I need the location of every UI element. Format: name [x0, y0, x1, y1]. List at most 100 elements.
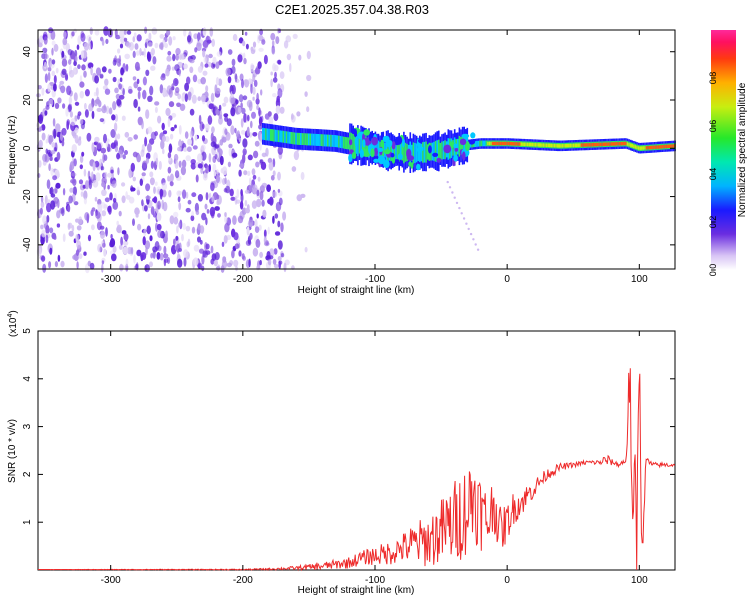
- spectrogram-noise-speck: [44, 51, 48, 61]
- spectrogram-noise-speck: [102, 242, 106, 248]
- spectrogram-noise-speck: [242, 40, 246, 47]
- spectrogram-ridge-peak: [660, 145, 662, 149]
- spectrogram-noise-speck: [247, 170, 251, 176]
- spectrogram-noise-speck: [89, 27, 93, 35]
- spectrogram-noise-speck: [144, 240, 151, 250]
- spectrogram-noise-speck: [76, 261, 79, 269]
- spectrogram-trail-dot: [467, 227, 470, 231]
- spectrogram-noise-speck: [171, 112, 177, 118]
- spectrogram-noise-speck: [41, 255, 46, 262]
- spectrogram-noise-speck: [230, 196, 236, 201]
- spectrogram-noise-speck: [202, 70, 208, 76]
- spectrogram-noise-speck: [267, 111, 272, 117]
- spectrogram-noise-speck: [96, 142, 102, 150]
- spectrogram-ridge-peak: [541, 143, 543, 147]
- spectrogram-ridge-peak: [671, 144, 673, 148]
- spectrogram-noise-speck: [118, 210, 122, 217]
- spectrogram-ridge-core: [352, 134, 354, 155]
- spectrogram-noise-speck: [180, 166, 186, 176]
- spectrogram-noise-speck: [79, 155, 84, 164]
- spectrogram-ridge-peak: [655, 145, 657, 149]
- spectrogram-ridge-core: [333, 135, 335, 147]
- spectrogram-ridge-peak: [507, 141, 510, 146]
- spectrogram-ridge-core: [300, 133, 302, 145]
- spectrogram-noise-speck: [37, 85, 42, 90]
- spectrogram-noise-speck: [124, 53, 130, 60]
- spectrogram-noise-speck: [136, 249, 142, 257]
- spectrogram-noise-speck: [44, 153, 50, 163]
- spectrogram-noise-speck: [243, 57, 247, 65]
- spectrogram-noise-speck: [175, 53, 179, 61]
- spectrogram-noise-speck: [218, 104, 222, 111]
- spectrogram-noise-speck: [141, 199, 144, 207]
- spectrogram-blob: [371, 136, 378, 146]
- snr-multiplier-exp: 4: [7, 314, 14, 318]
- spectrogram-ridge-peak: [511, 142, 513, 146]
- spectrogram-noise-speck: [77, 64, 81, 70]
- spectrogram-ridge-core: [330, 134, 332, 147]
- spectrogram-noise-speck: [91, 173, 97, 184]
- spectrogram-noise-speck: [165, 230, 168, 239]
- spectrogram-ridge-peak: [633, 144, 635, 148]
- spectrogram-noise-speck: [149, 261, 153, 268]
- spectrogram-noise-speck: [238, 106, 242, 114]
- spectrogram-noise-speck: [146, 225, 151, 235]
- spectrogram-noise-speck: [116, 98, 122, 107]
- spectrogram-noise-speck: [245, 43, 249, 50]
- colorbar-ticks: 0.0 0.2 0.4 0.6 0.8: [708, 72, 718, 277]
- spectrogram-noise-speck: [104, 197, 110, 203]
- spectrogram-ridge-peak: [666, 144, 668, 149]
- spectrogram-noise-speck: [261, 152, 267, 158]
- spectrogram-noise-speck: [118, 94, 125, 100]
- spectrogram-noise-speck: [262, 209, 267, 218]
- spectrogram-noise-speck: [99, 73, 104, 79]
- spectrogram-blob: [401, 138, 405, 148]
- spectrogram-noise-speck: [272, 215, 275, 224]
- spectrogram-noise-speck: [277, 188, 281, 193]
- spectrogram-noise-speck: [268, 161, 274, 171]
- spectrogram-noise-speck: [133, 134, 138, 140]
- spectrogram-ridge-peak: [569, 143, 572, 148]
- spectrogram-x-ticks: -300 -200 -100 0 100: [101, 30, 648, 285]
- spectrogram-noise-speck: [306, 50, 311, 60]
- spectrogram-noise-speck: [192, 74, 198, 83]
- spectrogram-noise-speck: [136, 189, 141, 196]
- spectrogram-noise-speck: [40, 236, 45, 245]
- spectrogram-noise-speck: [275, 105, 281, 115]
- spectrogram-noise-speck: [304, 246, 308, 253]
- spectrogram-ridge-core: [339, 136, 342, 148]
- spectrogram-noise-speck: [178, 140, 181, 147]
- spectrogram-ridge-peak: [582, 143, 584, 147]
- spectrogram-noise-speck: [194, 47, 198, 53]
- spectrogram-noise-speck: [104, 88, 111, 95]
- spectrogram-noise-speck: [136, 154, 141, 163]
- spectrogram-ridge-core: [484, 140, 486, 147]
- spectrogram-noise-speck: [61, 206, 65, 217]
- spectrogram-noise-speck: [148, 32, 152, 41]
- spectrogram-noise-speck: [235, 106, 239, 115]
- spectrogram-noise-speck: [242, 95, 248, 101]
- spectrogram-noise-speck: [270, 78, 273, 88]
- spectrogram-noise-speck: [111, 114, 116, 121]
- spectrogram-ridge-core: [399, 144, 402, 160]
- spectrogram-noise-speck: [95, 172, 101, 182]
- spectrogram-blob: [443, 144, 452, 154]
- spectrogram-noise-speck: [283, 40, 289, 49]
- spectrogram-noise-speck: [167, 50, 172, 56]
- spectrogram-noise-speck: [218, 59, 222, 66]
- spectrogram-y-tick-label: 0: [22, 145, 33, 151]
- spectrogram-noise-speck: [210, 182, 215, 192]
- spectrogram-noise-speck: [150, 206, 155, 215]
- spectrogram-noise-speck: [56, 151, 61, 161]
- spectrogram-noise-speck: [214, 144, 220, 149]
- spectrogram-noise-speck: [72, 186, 77, 196]
- spectrogram-ridge-peak: [623, 141, 626, 146]
- spectrogram-ridge-core: [315, 133, 318, 146]
- spectrogram-noise-speck: [178, 242, 182, 251]
- spectrogram-ridge-core: [338, 135, 340, 148]
- spectrogram-noise-speck: [298, 54, 302, 61]
- spectrogram-ridge-peak: [650, 145, 653, 150]
- spectrogram-noise-speck: [240, 129, 246, 135]
- spectrogram-noise-speck: [93, 99, 99, 107]
- spectrogram-noise-speck: [52, 118, 56, 127]
